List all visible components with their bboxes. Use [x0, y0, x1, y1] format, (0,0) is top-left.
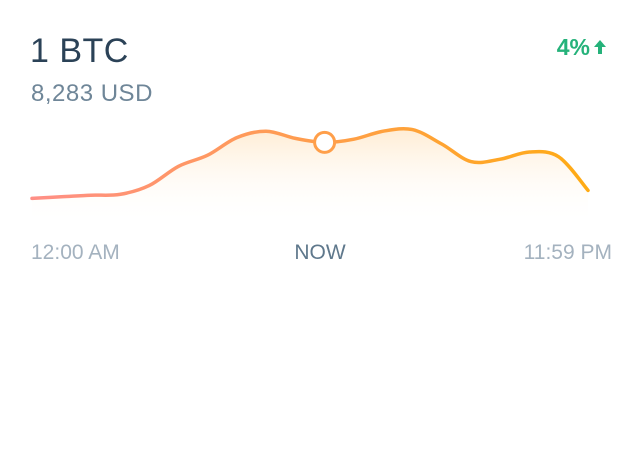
time-start-label: 12:00 AM — [31, 241, 120, 264]
price-change-badge: 4% — [557, 34, 608, 60]
price-line-chart[interactable] — [0, 100, 636, 230]
current-price-marker[interactable] — [313, 130, 337, 154]
price-line — [30, 126, 590, 201]
arrow-up-icon — [594, 40, 606, 54]
btc-amount: 1 BTC — [30, 32, 129, 70]
price-change-percent: 4% — [556, 34, 590, 60]
time-end-label: 11:59 PM — [523, 241, 612, 264]
usd-value: 8,283 USD — [31, 80, 153, 107]
price-area-fill — [32, 128, 588, 225]
time-now-label[interactable]: NOW — [294, 241, 346, 264]
